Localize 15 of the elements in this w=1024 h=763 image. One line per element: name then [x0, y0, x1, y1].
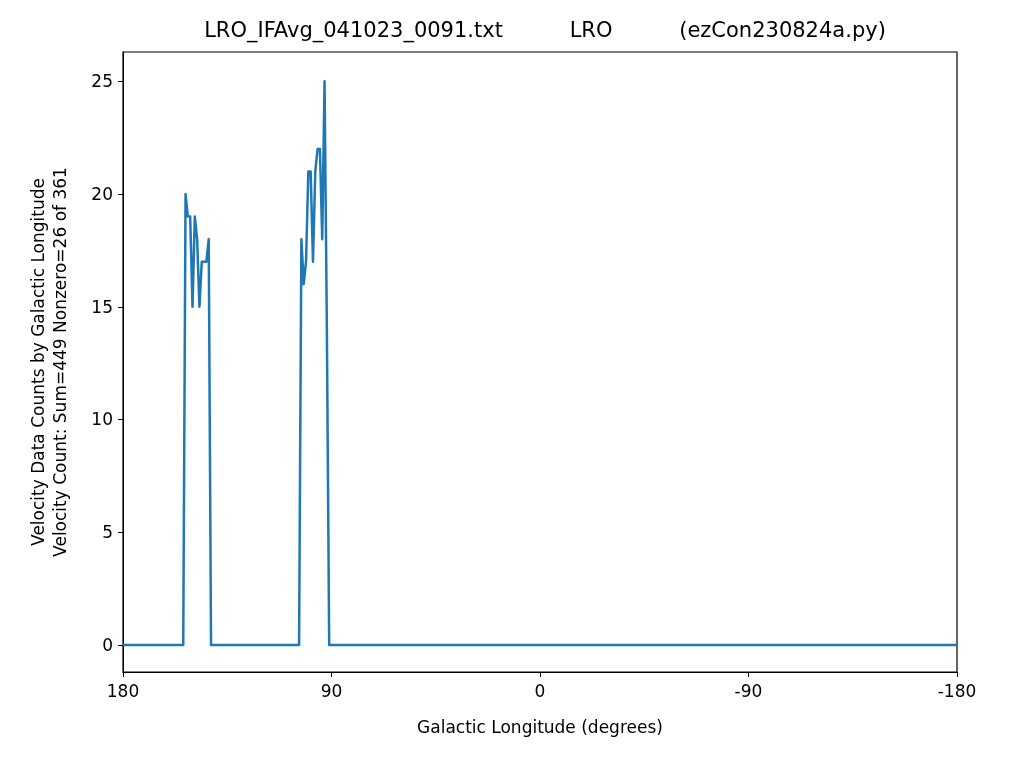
chart-title: LRO_IFAvg_041023_0091.txt LRO (ezCon230824a.py): [204, 17, 886, 43]
y-tick-label: 5: [102, 522, 113, 543]
x-tick-label: -180: [937, 680, 977, 701]
x-tick-label: 90: [320, 680, 343, 701]
x-axis-title: Galactic Longitude (degrees): [417, 716, 663, 737]
y-tick-label: 25: [91, 71, 113, 92]
y-tick-label: 20: [91, 184, 113, 205]
line-series: [121, 80, 959, 647]
y-tick-label: 10: [91, 409, 113, 430]
x-tick-label: 180: [106, 680, 140, 701]
x-tick-label: -90: [734, 680, 763, 701]
y-axis-title: Velocity Data Counts by Galactic Longitude Velocity Count: Sum=449 Nonzero=26 of 361: [28, 167, 70, 557]
x-tick-label: 0: [534, 680, 546, 701]
y-tick-label: 15: [91, 296, 113, 317]
y-tick-label: 0: [102, 634, 113, 655]
